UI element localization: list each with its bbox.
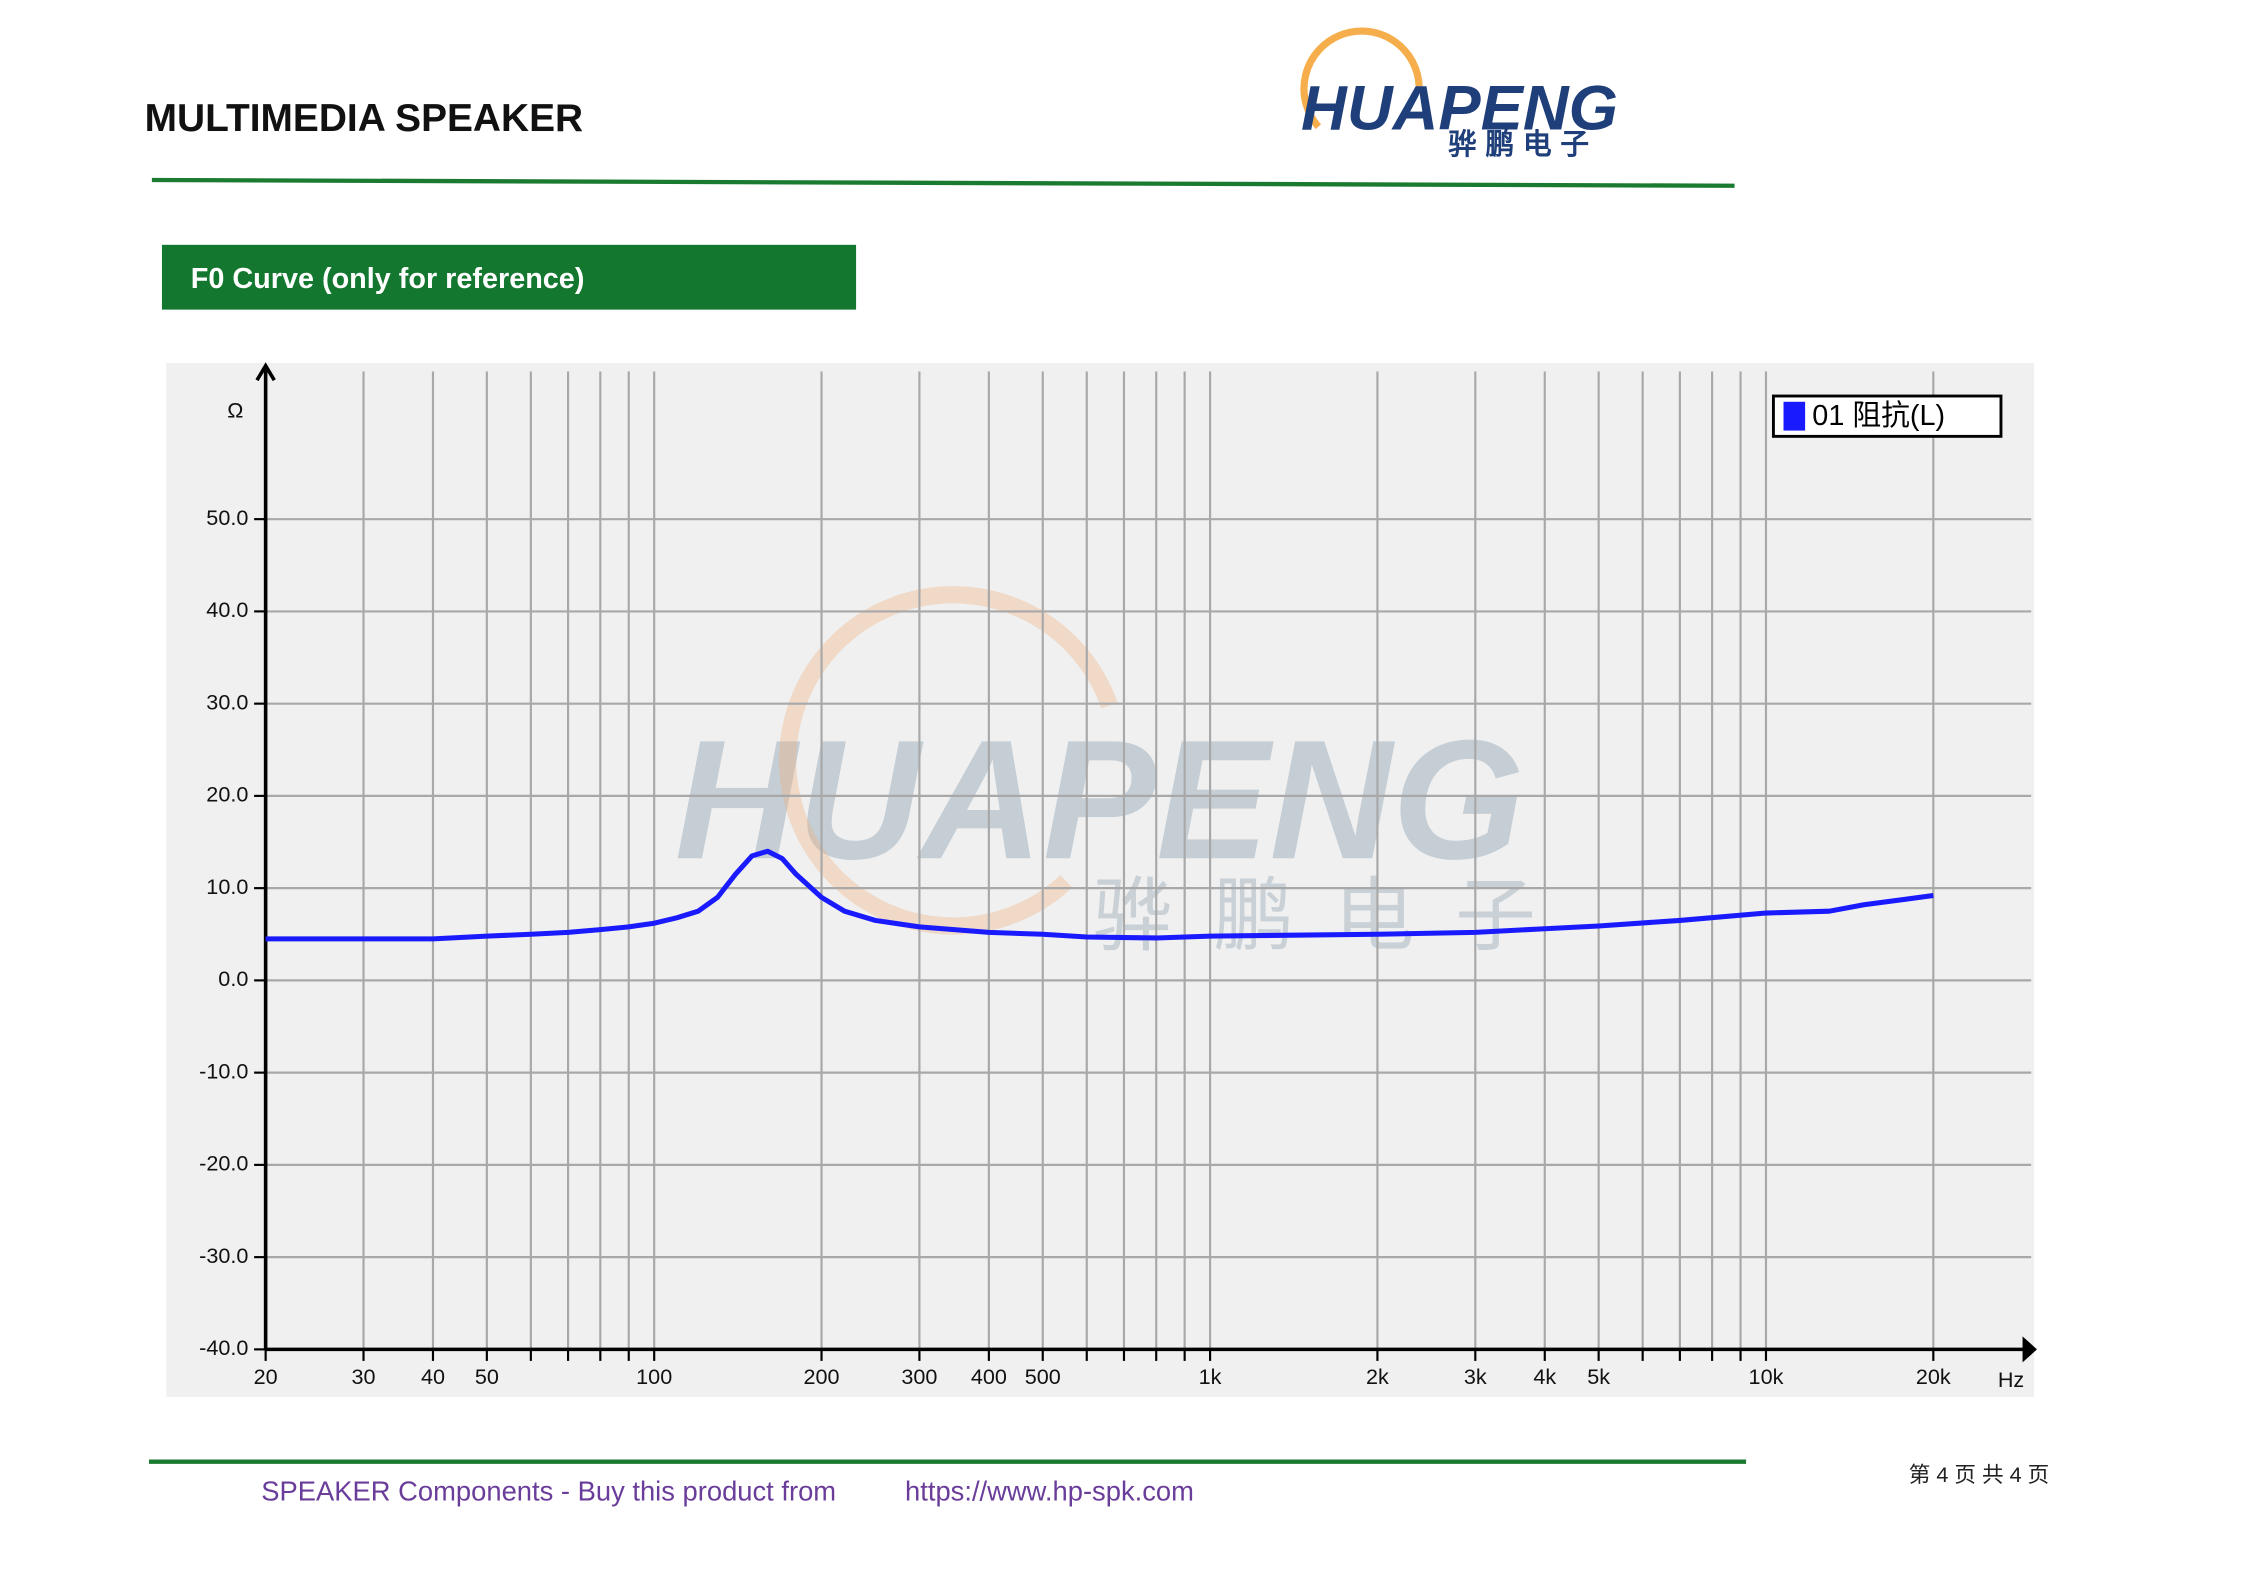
page-number: 第 4 页 共 4 页 — [1909, 1462, 2049, 1487]
y-tick-label: 20.0 — [206, 782, 248, 807]
y-tick-label: -40.0 — [199, 1335, 248, 1360]
watermark-name: HUAPENG — [675, 705, 1525, 895]
x-tick-label: 30 — [352, 1364, 376, 1389]
x-tick-label: 3k — [1464, 1364, 1487, 1389]
x-tick-label: 500 — [1025, 1364, 1061, 1389]
section-title: F0 Curve (only for reference) — [191, 263, 585, 295]
x-tick-label: 100 — [636, 1364, 672, 1389]
watermark-arc — [778, 586, 1118, 935]
data-line — [265, 848, 1934, 942]
x-tick-label: 20k — [1916, 1364, 1951, 1389]
x-tick-label: 400 — [971, 1364, 1007, 1389]
y-tick-label: 50.0 — [206, 505, 248, 530]
y-tick-label: -30.0 — [199, 1243, 248, 1268]
footer-text: SPEAKER Components - Buy this product fr… — [261, 1476, 836, 1507]
x-tick-label: 2k — [1366, 1364, 1389, 1389]
x-tick-label: 200 — [804, 1364, 840, 1389]
x-tick-label: 5k — [1587, 1364, 1610, 1389]
legend-box — [1771, 394, 2003, 438]
x-tick-label: 300 — [901, 1364, 937, 1389]
y-axis-label: Ω — [227, 398, 243, 423]
footer-url[interactable]: https://www.hp-spk.com — [905, 1476, 1194, 1507]
logo-subtitle: 骅鹏电子 — [1448, 129, 1598, 161]
x-tick-label: 40 — [421, 1364, 445, 1389]
section-banner — [161, 244, 857, 310]
y-tick-label: 40.0 — [206, 597, 248, 622]
logo-arc — [1300, 27, 1423, 130]
x-axis-label: Hz — [1998, 1367, 2024, 1392]
plot-bg — [166, 362, 2035, 1397]
header-rule — [151, 177, 1735, 188]
x-tick-label: 1k — [1199, 1364, 1222, 1389]
page-title: MULTIMEDIA SPEAKER — [145, 97, 583, 140]
y-tick-label: -20.0 — [199, 1151, 248, 1176]
x-tick-label: 50 — [475, 1364, 499, 1389]
logo-name: HUAPENG — [1301, 74, 1618, 144]
y-tick-label: 10.0 — [206, 874, 248, 899]
legend-label: 01 阻抗(L) — [1812, 400, 1945, 432]
y-tick-label: -10.0 — [199, 1058, 248, 1083]
legend-swatch — [1783, 401, 1806, 431]
x-tick-label: 10k — [1749, 1364, 1784, 1389]
x-axis-arrow — [2022, 1336, 2037, 1363]
watermark-subtitle: 骅鹏电子 — [1092, 871, 1576, 961]
x-tick-label: 4k — [1533, 1364, 1556, 1389]
x-tick-label: 20 — [254, 1364, 278, 1389]
y-axis-arrow — [255, 362, 276, 382]
y-tick-label: 0.0 — [218, 966, 248, 991]
y-tick-label: 30.0 — [206, 689, 248, 714]
